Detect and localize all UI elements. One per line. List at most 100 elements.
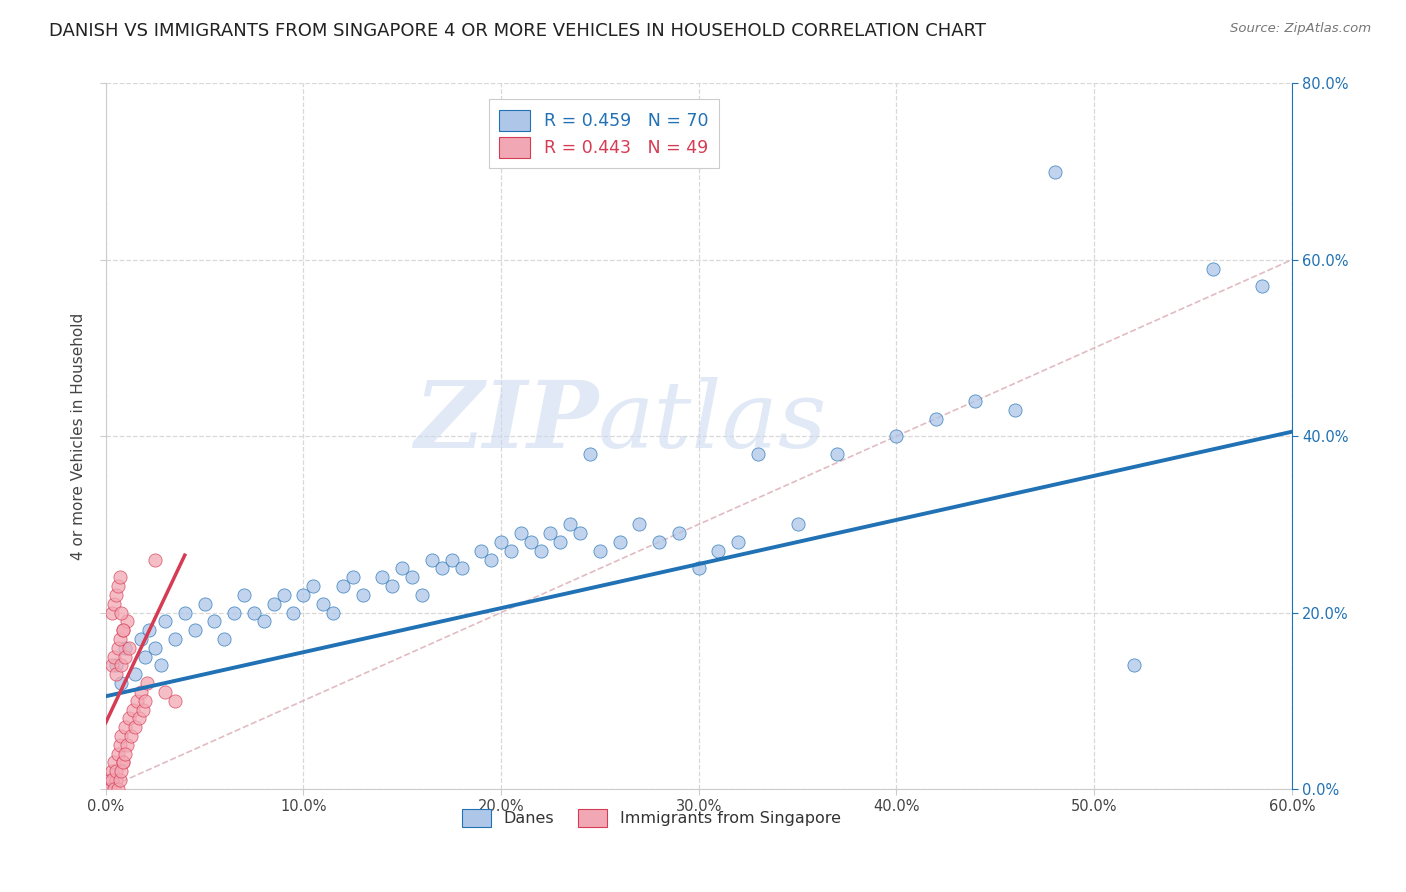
Point <box>391 561 413 575</box>
Point <box>965 393 987 408</box>
Point <box>112 756 135 770</box>
Point <box>579 447 602 461</box>
Point <box>107 781 129 796</box>
Point <box>110 764 132 779</box>
Point <box>118 711 141 725</box>
Point <box>103 756 125 770</box>
Point <box>98 781 121 796</box>
Point <box>114 649 136 664</box>
Point <box>292 588 315 602</box>
Point <box>112 623 135 637</box>
Point <box>108 632 131 646</box>
Point <box>371 570 394 584</box>
Point <box>163 632 186 646</box>
Point <box>224 606 246 620</box>
Point <box>499 543 522 558</box>
Point <box>440 552 463 566</box>
Point <box>1202 261 1225 276</box>
Point <box>688 561 710 575</box>
Point <box>1251 279 1274 293</box>
Point <box>153 615 176 629</box>
Point <box>108 773 131 788</box>
Point <box>411 588 433 602</box>
Point <box>312 597 335 611</box>
Point <box>112 756 135 770</box>
Point <box>104 764 127 779</box>
Point <box>104 588 127 602</box>
Point <box>110 676 132 690</box>
Point <box>107 579 129 593</box>
Point <box>202 615 225 629</box>
Point <box>332 579 354 593</box>
Point <box>138 623 160 637</box>
Point <box>550 535 572 549</box>
Point <box>825 447 848 461</box>
Point <box>132 702 155 716</box>
Point <box>470 543 492 558</box>
Point <box>104 667 127 681</box>
Point <box>253 615 276 629</box>
Point <box>529 543 551 558</box>
Point <box>100 764 122 779</box>
Point <box>243 606 266 620</box>
Point <box>302 579 325 593</box>
Point <box>128 711 150 725</box>
Point <box>925 411 948 425</box>
Point <box>420 552 443 566</box>
Point <box>628 517 651 532</box>
Point <box>124 720 146 734</box>
Point <box>668 526 690 541</box>
Point <box>342 570 364 584</box>
Point <box>183 623 205 637</box>
Point <box>1122 658 1144 673</box>
Point <box>129 685 152 699</box>
Point <box>609 535 631 549</box>
Point <box>150 658 173 673</box>
Point <box>103 649 125 664</box>
Point <box>450 561 472 575</box>
Text: atlas: atlas <box>598 377 827 467</box>
Text: Source: ZipAtlas.com: Source: ZipAtlas.com <box>1230 22 1371 36</box>
Point <box>114 640 136 655</box>
Point <box>193 597 215 611</box>
Text: ZIP: ZIP <box>413 377 598 467</box>
Point <box>114 747 136 761</box>
Point <box>136 676 159 690</box>
Point <box>117 738 139 752</box>
Point <box>707 543 730 558</box>
Point <box>173 606 195 620</box>
Point <box>100 606 122 620</box>
Point <box>98 773 121 788</box>
Point <box>263 597 285 611</box>
Point <box>401 570 423 584</box>
Point <box>107 747 129 761</box>
Point <box>143 640 166 655</box>
Point <box>108 570 131 584</box>
Point <box>153 685 176 699</box>
Point <box>134 694 156 708</box>
Text: DANISH VS IMMIGRANTS FROM SINGAPORE 4 OR MORE VEHICLES IN HOUSEHOLD CORRELATION : DANISH VS IMMIGRANTS FROM SINGAPORE 4 OR… <box>49 22 986 40</box>
Point <box>283 606 305 620</box>
Point <box>104 773 127 788</box>
Point <box>120 729 142 743</box>
Point <box>381 579 404 593</box>
Point <box>117 615 139 629</box>
Point <box>1004 402 1026 417</box>
Point <box>540 526 562 541</box>
Point <box>233 588 256 602</box>
Point <box>110 729 132 743</box>
Point <box>747 447 769 461</box>
Point <box>1043 164 1066 178</box>
Point <box>129 632 152 646</box>
Point <box>110 606 132 620</box>
Point <box>489 535 512 549</box>
Point <box>648 535 671 549</box>
Point <box>430 561 453 575</box>
Point <box>214 632 236 646</box>
Point <box>104 658 127 673</box>
Point <box>727 535 749 549</box>
Point <box>112 623 135 637</box>
Point <box>322 606 344 620</box>
Point <box>589 543 612 558</box>
Point <box>100 658 122 673</box>
